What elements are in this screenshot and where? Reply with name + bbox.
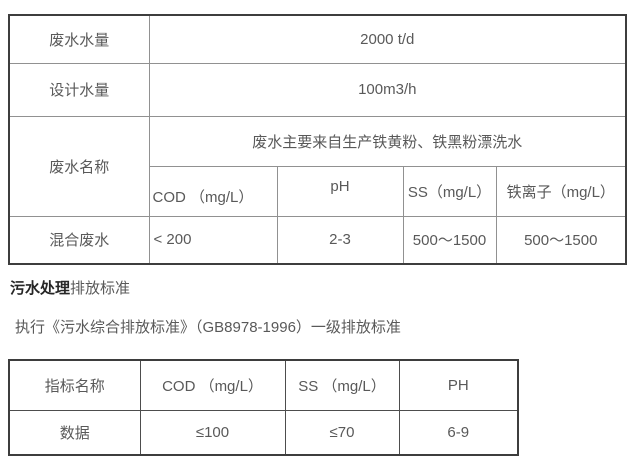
table-row: COD （mg/L） pH SS（mg/L） 铁离子（mg/L） — [9, 165, 627, 217]
indicator-name-header: 指标名称 — [8, 359, 141, 411]
wastewater-volume-label: 废水水量 — [8, 14, 150, 64]
section-heading: 污水处理排放标准 — [10, 280, 634, 298]
section-heading-rest: 排放标准 — [70, 280, 131, 297]
col-header-ss: SS（mg/L） — [402, 165, 497, 217]
col-header-ph: pH — [276, 165, 404, 217]
table-row: 混合废水 < 200 2-3 500～1500 500～1500 — [8, 215, 627, 265]
ss-limit-value: ≤70 — [284, 409, 400, 456]
table-row: 指标名称 COD （mg/L） SS （mg/L） PH — [8, 359, 519, 411]
standard-reference-text: 执行《污水综合排放标准》（GB8978-1996）一级排放标准 — [15, 319, 401, 336]
wastewater-source-value: 废水主要来自生产铁黄粉、铁黑粉漂洗水 — [148, 115, 627, 167]
design-flow-value: 100m3/h — [148, 62, 627, 117]
mixed-cod-value: < 200 — [148, 215, 278, 265]
ph-limit-value: 6-9 — [398, 409, 519, 456]
ss-header: SS （mg/L） — [284, 359, 400, 411]
wastewater-name-label: 废水名称 — [8, 115, 150, 217]
mixed-ph-value: 2-3 — [276, 215, 404, 265]
col-header-iron: 铁离子（mg/L） — [495, 165, 627, 217]
table-row: 设计水量 100m3/h — [8, 62, 627, 117]
section-heading-bold: 污水处理 — [10, 280, 71, 297]
wastewater-spec-table: 废水水量 2000 t/d 设计水量 100m3/h 废水名称 废水主要来自生产… — [8, 14, 628, 265]
cod-header: COD （mg/L） — [139, 359, 286, 411]
table-row: 废水水量 2000 t/d — [8, 14, 627, 64]
cod-limit-value: ≤100 — [139, 409, 286, 456]
wastewater-volume-value: 2000 t/d — [148, 14, 627, 64]
ph-header: PH — [398, 359, 519, 411]
table-row: 数据 ≤100 ≤70 6-9 — [8, 409, 519, 456]
col-header-cod: COD （mg/L） — [148, 165, 278, 217]
mixed-iron-value: 500～1500 — [495, 215, 627, 265]
mixed-ss-value: 500～1500 — [402, 215, 497, 265]
discharge-standard-table: 指标名称 COD （mg/L） SS （mg/L） PH 数据 ≤100 ≤70… — [8, 359, 519, 456]
design-flow-label: 设计水量 — [8, 62, 150, 117]
table-row: 废水名称 废水主要来自生产铁黄粉、铁黑粉漂洗水 — [8, 115, 627, 217]
mixed-wastewater-label: 混合废水 — [8, 215, 150, 265]
data-row-label: 数据 — [8, 409, 141, 456]
